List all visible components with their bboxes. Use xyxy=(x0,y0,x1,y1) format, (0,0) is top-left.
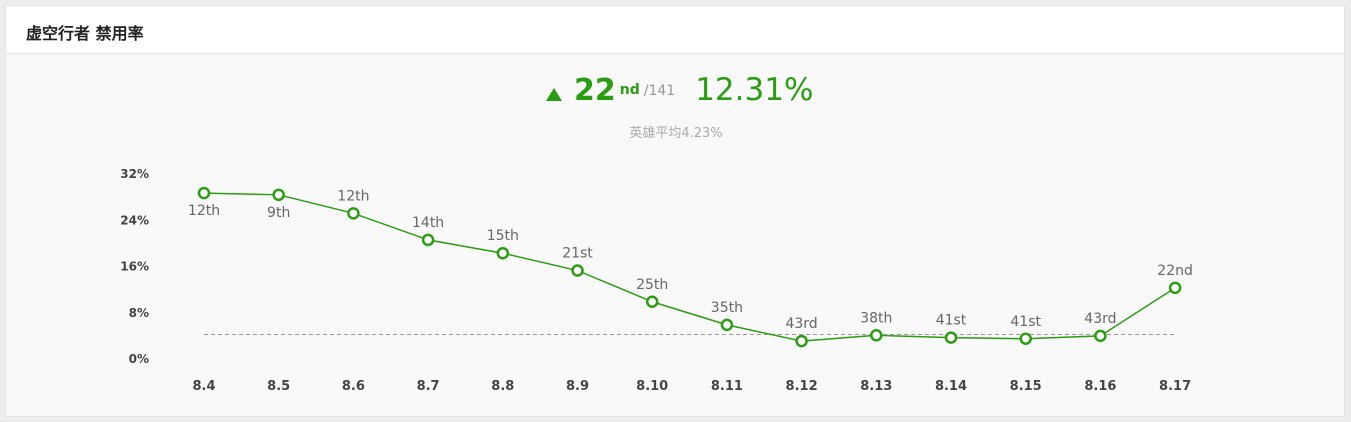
data-point[interactable] xyxy=(1019,332,1032,346)
data-point-label: 21st xyxy=(562,246,593,262)
rank-suffix: nd xyxy=(619,82,640,98)
data-point[interactable] xyxy=(870,329,883,342)
data-point-label: 22nd xyxy=(1157,263,1193,279)
data-point[interactable] xyxy=(272,188,285,202)
data-point-label: 14th xyxy=(412,215,444,231)
ban-rate-value: 12.31% xyxy=(695,72,814,108)
x-tick-label: 8.4 xyxy=(192,379,215,394)
ban-rate-summary: 22 nd /141 12.31% 英雄平均4.23% xyxy=(6,72,1344,141)
up-triangle-icon xyxy=(546,87,562,101)
ban-rate-panel: 虚空行者 禁用率 22 nd /141 12.31% 英雄平均4.23% 0% 8… xyxy=(5,5,1345,417)
data-point[interactable] xyxy=(1168,281,1182,295)
point-label-layer: 12th 9th 12th 14th 15th 21st 25th 35th 43rd 38th 4… xyxy=(188,188,1193,332)
data-point-label: 43rd xyxy=(785,316,817,332)
x-tick-label: 8.15 xyxy=(1010,379,1042,394)
data-point[interactable] xyxy=(795,334,808,348)
summary-row: 22 nd /141 12.31% xyxy=(546,72,813,112)
y-tick-label: 16% xyxy=(120,260,149,274)
x-tick-label: 8.8 xyxy=(491,379,514,394)
average-label: 英雄平均4.23% xyxy=(629,126,723,141)
data-point-label: 43rd xyxy=(1084,311,1116,327)
x-tick-label: 8.9 xyxy=(566,379,589,394)
data-point-label: 12th xyxy=(337,188,369,204)
data-point-label: 9th xyxy=(267,205,290,221)
data-point[interactable] xyxy=(496,246,510,260)
data-point[interactable] xyxy=(347,207,360,220)
data-point[interactable] xyxy=(645,295,659,309)
x-axis: 8.4 8.5 8.6 8.7 8.8 8.9 8.10 8.11 8.12 8.13 8.14 8.… xyxy=(192,379,1191,394)
ban-rate-line-chart: 0% 8% 16% 24% 32% 8.4 8.5 8.6 8.7 8.8 8.9 8.10 8.11… xyxy=(120,167,1193,394)
series-line-layer xyxy=(203,192,1176,342)
data-point-label: 15th xyxy=(487,228,519,244)
data-point-label: 12th xyxy=(188,203,220,219)
panel-title: 虚空行者 禁用率 xyxy=(26,24,144,43)
y-axis: 0% 8% 16% 24% 32% xyxy=(120,167,149,366)
data-point[interactable] xyxy=(571,264,584,277)
x-tick-label: 8.17 xyxy=(1159,379,1191,394)
data-point-label: 41st xyxy=(936,313,967,329)
data-point[interactable] xyxy=(720,318,734,332)
rank-number: 22 xyxy=(574,73,616,108)
average-ban-rate: 英雄平均4.23% xyxy=(6,122,1346,141)
data-point[interactable] xyxy=(1094,329,1107,343)
series-line xyxy=(203,192,1176,342)
panel-header: 虚空行者 禁用率 xyxy=(6,6,1344,54)
data-point-layer xyxy=(197,186,1182,348)
data-point-label: 25th xyxy=(636,277,668,293)
x-tick-label: 8.10 xyxy=(636,379,668,394)
x-tick-label: 8.12 xyxy=(786,379,818,394)
data-point-label: 35th xyxy=(711,300,743,316)
y-tick-label: 32% xyxy=(120,167,149,181)
data-point-label: 38th xyxy=(860,310,892,326)
rank-total: /141 xyxy=(643,83,676,99)
data-point-label: 41st xyxy=(1010,314,1041,330)
data-point[interactable] xyxy=(197,186,211,200)
x-tick-label: 8.13 xyxy=(860,379,892,394)
y-tick-label: 8% xyxy=(129,306,149,320)
data-point[interactable] xyxy=(421,233,435,247)
data-point[interactable] xyxy=(944,331,958,344)
y-tick-label: 24% xyxy=(120,213,149,227)
x-tick-label: 8.7 xyxy=(417,379,440,394)
y-tick-label: 0% xyxy=(129,352,149,366)
x-tick-label: 8.6 xyxy=(342,379,365,394)
x-tick-label: 8.14 xyxy=(935,379,967,394)
x-tick-label: 8.16 xyxy=(1084,379,1116,394)
x-tick-label: 8.11 xyxy=(711,379,743,394)
x-tick-label: 8.5 xyxy=(267,379,290,394)
